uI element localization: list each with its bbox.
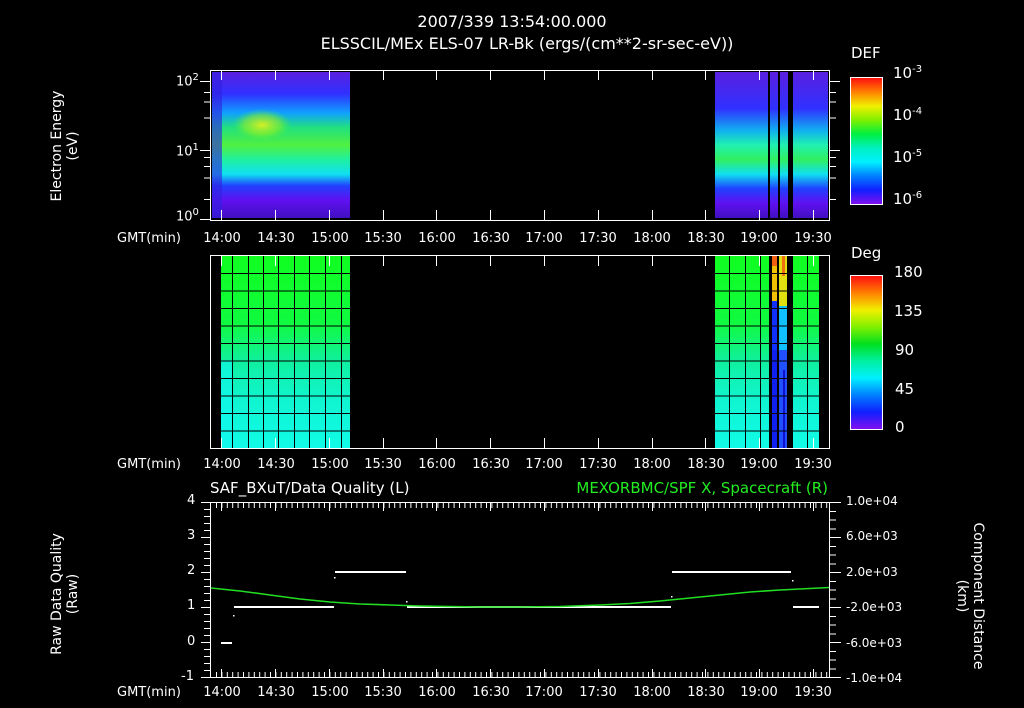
ytick: 4: [187, 493, 196, 508]
deg-colorbar-title: Deg: [851, 244, 882, 262]
deg-colorbar: [850, 275, 883, 430]
xtick: 19:00: [740, 685, 778, 700]
xtick: 19:30: [794, 231, 832, 246]
xtick: 19:30: [794, 457, 832, 472]
data-quality-minor-xticks: [216, 503, 829, 677]
chart-title: ELSSCIL/MEx ELS-07 LR-Bk (ergs/(cm**2-sr…: [320, 34, 734, 53]
xtick: 16:30: [472, 685, 510, 700]
xtick: 18:30: [687, 457, 725, 472]
data-quality-title: SAF_BXuT/Data Quality (L): [210, 479, 410, 497]
xtick: 19:30: [794, 685, 832, 700]
deg-tick-180: 180: [894, 263, 923, 281]
data-quality-xaxis-ticks: [221, 503, 814, 677]
distance-yaxis-ticks: [830, 502, 841, 678]
def-colorbar: [850, 77, 883, 205]
xtick: 14:30: [257, 457, 295, 472]
xtick: 15:00: [311, 685, 349, 700]
xtick: 15:30: [364, 685, 402, 700]
xtick: 16:00: [418, 231, 456, 246]
xtick: 17:30: [579, 685, 617, 700]
ytick-right: -2.0e+03: [846, 600, 903, 614]
ytick-right: -6.0e+03: [846, 636, 903, 650]
xtick: 15:00: [311, 457, 349, 472]
def-colorbar-title: DEF: [851, 44, 881, 62]
ytick: 0: [187, 634, 196, 649]
data-quality-yaxis-ticks: [201, 502, 210, 678]
energy-ytick-10: 101: [176, 142, 199, 160]
energy-xaxis-ticks: [221, 70, 814, 220]
ytick-right: 1.0e+04: [846, 494, 898, 508]
xtick: 17:00: [525, 685, 563, 700]
pitch-xaxis-label: GMT(min): [117, 457, 181, 472]
pitch-angle-xaxis-ticks: [221, 256, 814, 448]
ytick: 2: [187, 563, 196, 578]
xtick: 14:00: [203, 457, 241, 472]
deg-tick-90: 90: [895, 341, 915, 359]
ytick: -1: [181, 669, 194, 684]
ytick-right: 6.0e+03: [846, 529, 898, 543]
deg-tick-0: 0: [895, 418, 905, 436]
data-quality-dots: [233, 577, 794, 617]
spf-x-series: [210, 586, 830, 608]
xtick: 17:30: [579, 231, 617, 246]
xtick: 17:30: [579, 457, 617, 472]
xtick: 18:00: [633, 685, 671, 700]
energy-yaxis-ticks: [200, 81, 840, 220]
energy-ytick-100: 102: [176, 72, 199, 90]
xtick: 16:00: [418, 685, 456, 700]
def-tick-1e-6: 10-6: [893, 190, 923, 208]
xtick: 19:00: [740, 231, 778, 246]
spf-x-title: MEXORBMC/SPF X, Spacecraft (R): [576, 479, 828, 497]
ytick-right: 2.0e+03: [846, 565, 898, 579]
ytick: 1: [187, 598, 196, 613]
xtick: 14:30: [257, 231, 295, 246]
dq-xaxis-label: GMT(min): [117, 685, 181, 700]
def-tick-1e-4: 10-4: [893, 106, 923, 124]
def-tick-1e-3: 10-3: [893, 64, 923, 82]
xtick: 17:00: [525, 457, 563, 472]
ytick: 3: [187, 528, 196, 543]
deg-tick-45: 45: [895, 380, 915, 398]
xtick: 16:30: [472, 457, 510, 472]
xtick: 15:30: [364, 231, 402, 246]
xtick: 16:30: [472, 231, 510, 246]
deg-tick-135: 135: [894, 302, 923, 320]
xtick: 18:30: [687, 685, 725, 700]
xtick: 14:00: [203, 231, 241, 246]
chart-timestamp: 2007/339 13:54:00.000: [417, 12, 607, 31]
energy-xaxis-label: GMT(min): [117, 231, 181, 246]
def-tick-1e-5: 10-5: [893, 148, 923, 166]
xtick: 18:00: [633, 457, 671, 472]
xtick: 18:30: [687, 231, 725, 246]
xtick: 17:00: [525, 231, 563, 246]
xtick: 15:00: [311, 231, 349, 246]
xtick: 18:00: [633, 231, 671, 246]
xtick: 14:30: [257, 685, 295, 700]
xtick: 15:30: [364, 457, 402, 472]
xtick: 16:00: [418, 457, 456, 472]
energy-ytick-1: 100: [176, 207, 199, 225]
pitch-angle-grid: [221, 256, 819, 448]
xtick: 19:00: [740, 457, 778, 472]
ytick-right: -1.0e+04: [846, 671, 903, 685]
xtick: 14:00: [203, 685, 241, 700]
